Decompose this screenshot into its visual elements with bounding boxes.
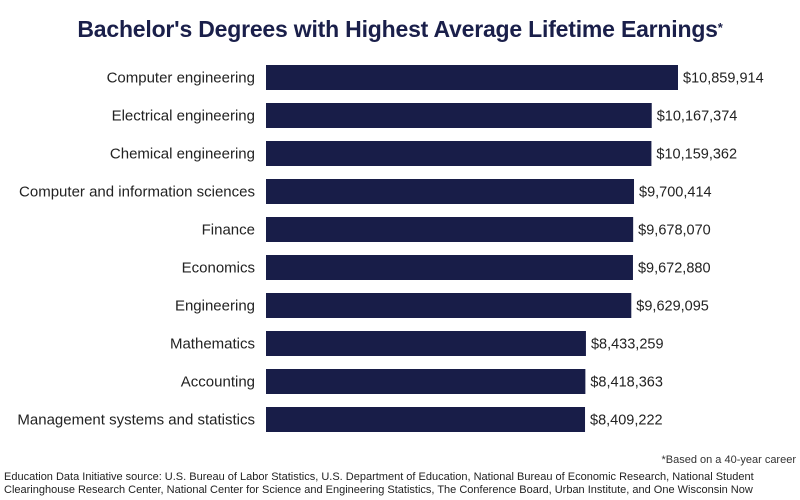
chart-title: Bachelor's Degrees with Highest Average … [0,16,800,43]
value-label: $9,678,070 [638,223,711,239]
category-label: Chemical engineering [110,146,255,163]
category-label: Electrical engineering [112,108,255,125]
value-label: $10,167,374 [657,109,738,125]
bar [266,255,633,280]
value-label: $10,859,914 [683,71,764,87]
value-label: $9,672,880 [638,261,711,277]
value-label: $8,433,259 [591,337,664,353]
value-label: $10,159,362 [656,147,737,163]
bar [266,141,652,166]
category-label: Management systems and statistics [17,412,255,429]
bar [266,331,586,356]
bar [266,217,634,242]
category-label: Accounting [181,374,255,391]
value-label: $9,700,414 [639,185,712,201]
category-label: Economics [182,260,255,277]
bar [266,369,586,394]
category-label: Computer engineering [107,70,255,87]
footnote: *Based on a 40-year career [661,454,796,466]
category-label: Mathematics [170,336,255,353]
bar [266,407,586,432]
bar [266,293,632,318]
category-label: Finance [202,222,255,239]
chart-title-text: Bachelor's Degrees with Highest Average … [77,16,718,42]
source-note: Education Data Initiative source: U.S. B… [4,471,754,496]
title-footnote-mark: * [717,20,723,35]
value-label: $8,409,222 [590,413,663,429]
value-label: $9,629,095 [636,299,709,315]
bar [266,179,635,204]
value-label: $8,418,363 [590,375,663,391]
category-label: Computer and information sciences [19,184,255,201]
bar [266,65,678,90]
category-label: Engineering [175,298,255,315]
bar [266,103,652,128]
bar-chart: Computer engineering $10,859,914 Electrica… [17,65,764,432]
